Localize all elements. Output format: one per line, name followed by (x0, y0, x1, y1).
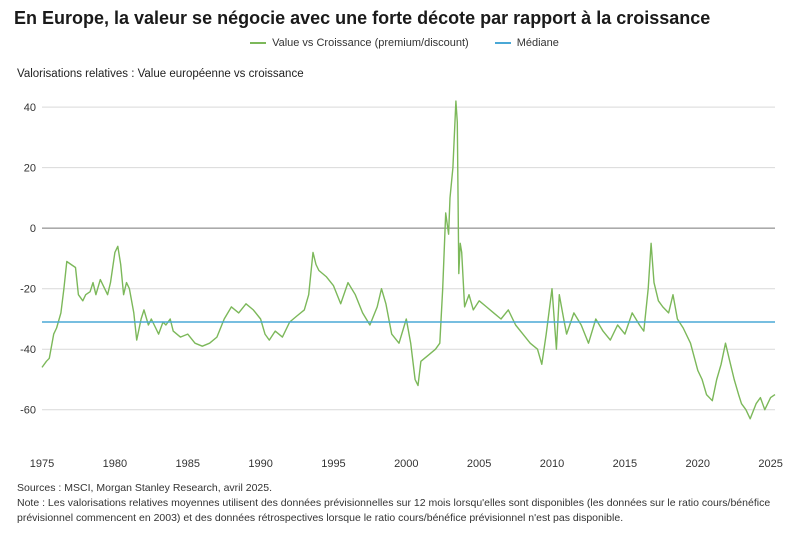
x-tick-label: 2025 (758, 458, 782, 470)
chart-title: En Europe, la valeur se négocie avec une… (14, 8, 711, 28)
legend-item-value-vs-growth: Value vs Croissance (premium/discount) (250, 37, 469, 49)
source-note: Sources : MSCI, Morgan Stanley Research,… (17, 482, 273, 494)
legend-swatch-value (250, 42, 267, 44)
x-tick-label: 1990 (248, 458, 272, 470)
x-tick-label: 2000 (394, 458, 418, 470)
x-tick-label: 1980 (103, 458, 127, 470)
legend-swatch-median (494, 42, 511, 44)
y-tick-label: 0 (30, 223, 36, 235)
chart-notes: Sources : MSCI, Morgan Stanley Research,… (17, 481, 797, 526)
x-tick-label: 2015 (613, 458, 637, 470)
legend-item-median: Médiane (494, 37, 559, 49)
x-tick-label: 2010 (540, 458, 564, 470)
x-tick-label: 2005 (467, 458, 491, 470)
series-line-value-vs-growth (41, 100, 776, 420)
x-tick-label: 1975 (30, 458, 54, 470)
x-tick-label: 1995 (321, 458, 345, 470)
x-tick-label: 2020 (686, 458, 710, 470)
methodology-note: Note : Les valorisations relatives moyen… (17, 497, 771, 524)
chart-legend: Value vs Croissance (premium/discount) M… (0, 37, 809, 49)
y-tick-label: 40 (24, 102, 36, 114)
y-tick-label: 20 (24, 163, 36, 175)
y-tick-label: -20 (20, 284, 36, 296)
x-tick-label: 1985 (175, 458, 199, 470)
chart-subtitle: Valorisations relatives : Value européen… (17, 68, 304, 80)
legend-label-value: Value vs Croissance (premium/discount) (272, 37, 469, 49)
y-tick-label: -40 (20, 344, 36, 356)
legend-label-median: Médiane (516, 37, 559, 49)
y-tick-label: -60 (20, 405, 36, 417)
